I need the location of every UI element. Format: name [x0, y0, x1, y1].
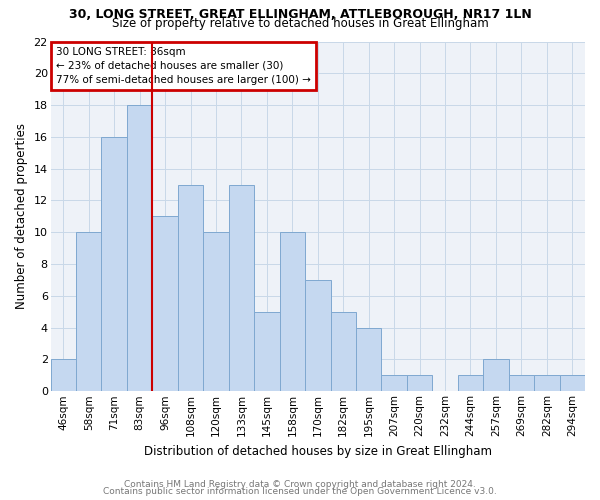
Bar: [382, 376, 407, 392]
Bar: [331, 312, 356, 392]
Text: 30 LONG STREET: 86sqm
← 23% of detached houses are smaller (30)
77% of semi-deta: 30 LONG STREET: 86sqm ← 23% of detached …: [56, 46, 311, 84]
Y-axis label: Number of detached properties: Number of detached properties: [15, 124, 28, 310]
Bar: [76, 232, 101, 392]
X-axis label: Distribution of detached houses by size in Great Ellingham: Distribution of detached houses by size …: [144, 444, 492, 458]
Bar: [50, 360, 76, 392]
Bar: [254, 312, 280, 392]
Text: Contains HM Land Registry data © Crown copyright and database right 2024.: Contains HM Land Registry data © Crown c…: [124, 480, 476, 489]
Bar: [356, 328, 382, 392]
Bar: [305, 280, 331, 392]
Bar: [229, 184, 254, 392]
Bar: [483, 360, 509, 392]
Bar: [407, 376, 433, 392]
Text: Size of property relative to detached houses in Great Ellingham: Size of property relative to detached ho…: [112, 16, 488, 30]
Bar: [560, 376, 585, 392]
Bar: [280, 232, 305, 392]
Bar: [203, 232, 229, 392]
Bar: [127, 105, 152, 392]
Bar: [101, 137, 127, 392]
Bar: [509, 376, 534, 392]
Text: 30, LONG STREET, GREAT ELLINGHAM, ATTLEBOROUGH, NR17 1LN: 30, LONG STREET, GREAT ELLINGHAM, ATTLEB…: [68, 8, 532, 20]
Text: Contains public sector information licensed under the Open Government Licence v3: Contains public sector information licen…: [103, 487, 497, 496]
Bar: [534, 376, 560, 392]
Bar: [152, 216, 178, 392]
Bar: [458, 376, 483, 392]
Bar: [178, 184, 203, 392]
